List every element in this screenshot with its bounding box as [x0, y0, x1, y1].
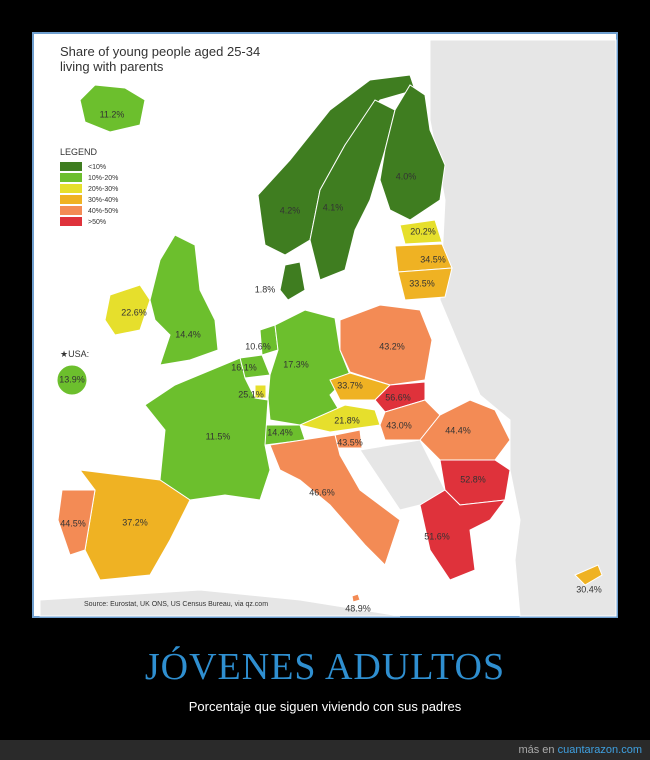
country-value: 34.5% — [420, 254, 446, 264]
map: Share of young people aged 25-34 living … — [32, 32, 618, 618]
caption-subtitle: Porcentaje que siguen viviendo con sus p… — [188, 699, 462, 714]
country-value: 14.4% — [267, 427, 293, 437]
country-value: 56.6% — [385, 392, 411, 402]
legend-label: 20%-30% — [88, 186, 118, 193]
country-value: 43.5% — [337, 437, 363, 447]
legend-swatch — [60, 206, 82, 215]
country-value: 30.4% — [576, 584, 602, 594]
country-value: 33.5% — [409, 278, 435, 288]
country-value: 33.7% — [337, 380, 363, 390]
country-value: 4.0% — [396, 171, 417, 181]
country — [279, 261, 306, 301]
country-value: 14.4% — [175, 329, 201, 339]
country-value: 44.4% — [445, 425, 471, 435]
country-value: 43.2% — [379, 341, 405, 351]
country-value: 11.2% — [100, 109, 125, 119]
country-value: 20.2% — [410, 226, 436, 236]
country — [399, 219, 443, 245]
country-value: 17.3% — [283, 359, 309, 369]
country-value: 44.5% — [60, 518, 86, 528]
legend-swatch — [60, 195, 82, 204]
legend-swatch — [60, 184, 82, 193]
country — [257, 74, 416, 256]
country — [79, 84, 146, 133]
usa-value: 13.9% — [59, 374, 85, 384]
country-value: 11.5% — [206, 431, 231, 441]
country — [57, 489, 96, 556]
country-value: 51.6% — [424, 531, 450, 541]
legend-label: <10% — [88, 164, 106, 171]
country — [144, 357, 271, 501]
legend-label: 30%-40% — [88, 197, 118, 204]
country — [254, 384, 267, 399]
country — [419, 489, 507, 581]
country — [339, 304, 433, 386]
usa-label: ★USA: — [60, 349, 89, 359]
country-value: 4.1% — [323, 202, 344, 212]
legend-title: LEGEND — [60, 147, 98, 157]
country-value: 21.8% — [334, 415, 360, 425]
country — [149, 234, 219, 366]
legend-swatch — [60, 173, 82, 182]
country — [379, 84, 446, 221]
footer: más en cuantarazon.com — [0, 740, 650, 760]
country-value: 4.2% — [280, 205, 301, 215]
background-land — [39, 589, 401, 617]
country — [104, 284, 151, 336]
country-value: 37.2% — [122, 517, 148, 527]
country — [269, 434, 401, 566]
caption-title: JÓVENES ADULTOS — [144, 646, 506, 688]
legend-label: 40%-50% — [88, 208, 118, 215]
caption: JÓVENES ADULTOS Porcentaje que siguen vi… — [0, 645, 650, 714]
country — [298, 404, 381, 433]
country — [397, 267, 453, 301]
map-title: Share of young people aged 25-34 — [60, 44, 260, 59]
country-value: 48.9% — [345, 603, 371, 613]
country — [374, 381, 426, 413]
country-value: 10.6% — [245, 341, 271, 351]
legend-label: 10%-20% — [88, 175, 118, 182]
country-value: 16.1% — [231, 362, 257, 372]
legend-swatch — [60, 217, 82, 226]
country — [574, 564, 603, 586]
country-value: 25.1% — [238, 389, 264, 399]
country-value: 1.8% — [255, 284, 276, 294]
legend-label: >50% — [88, 219, 106, 226]
country-value: 22.6% — [121, 307, 147, 317]
footer-link[interactable]: cuantarazon.com — [557, 744, 642, 756]
country-value: 52.8% — [460, 474, 486, 484]
country-value: 43.0% — [386, 420, 412, 430]
legend-swatch — [60, 162, 82, 171]
country-value: 46.6% — [309, 487, 335, 497]
usa-circle — [56, 364, 88, 396]
country — [351, 593, 361, 603]
footer-prefix: más en — [518, 744, 555, 756]
source: Source: Eurostat, UK ONS, US Census Bure… — [84, 601, 268, 608]
map-subtitle: living with parents — [60, 59, 164, 74]
